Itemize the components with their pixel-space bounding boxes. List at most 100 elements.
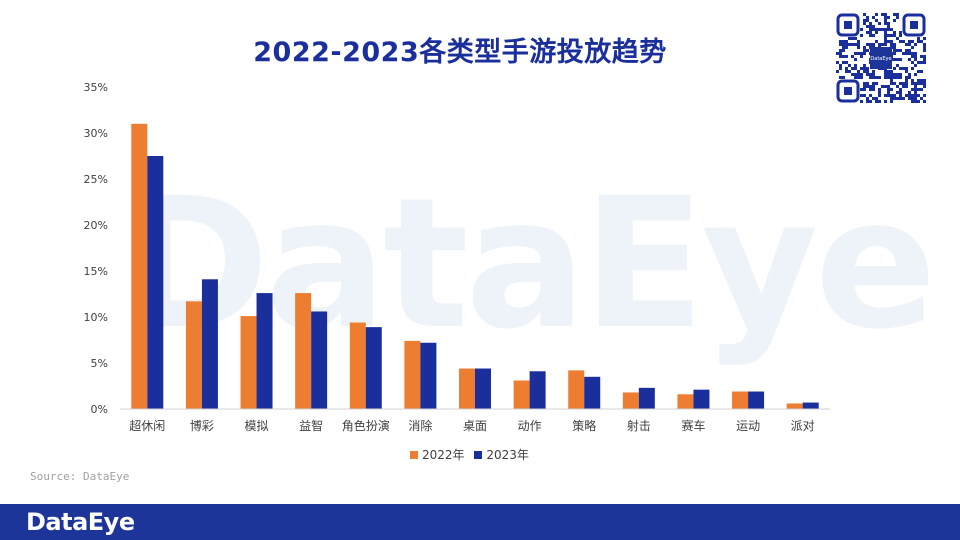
qr-module	[863, 88, 866, 91]
qr-module	[911, 79, 914, 82]
qr-module	[866, 73, 869, 76]
qr-module	[896, 76, 899, 79]
x-tick-label: 益智	[299, 418, 323, 433]
qr-module	[842, 55, 845, 58]
qr-module	[863, 22, 866, 25]
qr-module	[842, 49, 845, 52]
qr-module	[872, 88, 875, 91]
chart-legend: 2022年 2023年	[410, 446, 535, 463]
qr-module	[920, 61, 923, 64]
qr-module	[866, 100, 869, 103]
footer-logo: DataEye	[26, 508, 135, 536]
qr-module	[887, 88, 890, 91]
qr-module	[923, 61, 926, 64]
qr-module	[920, 40, 923, 43]
qr-module	[893, 13, 896, 16]
qr-module	[872, 76, 875, 79]
qr-module	[866, 25, 869, 28]
qr-module	[923, 82, 926, 85]
qr-finder-outer	[836, 79, 860, 103]
x-tick-label: 角色扮演	[342, 418, 390, 433]
legend-item-2023: 2023年	[474, 448, 529, 462]
legend-item-2022: 2022年	[410, 448, 465, 462]
qr-module	[908, 97, 911, 100]
qr-module	[878, 28, 881, 31]
qr-module	[878, 43, 881, 46]
qr-module	[839, 55, 842, 58]
qr-module	[899, 34, 902, 37]
qr-module	[905, 94, 908, 97]
qr-module	[839, 67, 842, 70]
qr-module	[902, 67, 905, 70]
qr-module	[893, 43, 896, 46]
bar-2023	[802, 402, 819, 409]
x-tick-label: 消除	[408, 418, 432, 433]
qr-module	[884, 16, 887, 19]
bar-2022	[459, 368, 475, 409]
qr-module	[857, 70, 860, 73]
qr-module	[875, 97, 878, 100]
legend-swatch-2022	[410, 451, 418, 459]
qr-module	[863, 52, 866, 55]
qr-module	[860, 52, 863, 55]
footer-bar: DataEye	[0, 504, 960, 540]
qr-module	[917, 61, 920, 64]
qr-module	[872, 28, 875, 31]
qr-module	[899, 91, 902, 94]
qr-module	[881, 28, 884, 31]
qr-module	[875, 19, 878, 22]
qr-module	[884, 31, 887, 34]
qr-center-label: DataEye	[870, 56, 891, 62]
qr-module	[914, 43, 917, 46]
qr-module	[872, 85, 875, 88]
qr-module	[911, 67, 914, 70]
qr-module	[911, 40, 914, 43]
qr-module	[869, 100, 872, 103]
qr-module	[914, 100, 917, 103]
qr-module	[869, 73, 872, 76]
qr-module	[890, 73, 893, 76]
qr-module	[857, 40, 860, 43]
bar-2023	[365, 327, 382, 409]
qr-module	[905, 79, 908, 82]
y-tick-label: 20%	[84, 219, 108, 232]
qr-module	[908, 58, 911, 61]
legend-label-2023: 2023年	[486, 448, 529, 462]
qr-module	[905, 76, 908, 79]
qr-module	[899, 31, 902, 34]
qr-module	[854, 76, 857, 79]
bar-2022	[786, 403, 803, 409]
qr-module	[878, 100, 881, 103]
qr-module	[866, 43, 869, 46]
qr-module	[908, 73, 911, 76]
qr-finder-outer	[836, 13, 860, 37]
page-title: 2022-2023各类型手游投放趋势	[253, 37, 667, 68]
qr-module	[866, 19, 869, 22]
qr-module	[851, 67, 854, 70]
qr-module	[887, 28, 890, 31]
qr-module	[842, 46, 845, 49]
qr-module	[869, 88, 872, 91]
qr-module	[884, 94, 887, 97]
qr-module	[908, 52, 911, 55]
qr-module	[911, 46, 914, 49]
qr-module	[914, 85, 917, 88]
qr-module	[836, 52, 839, 55]
bar-2023	[693, 389, 710, 409]
qr-module	[857, 76, 860, 79]
qr-module	[905, 67, 908, 70]
qr-module	[914, 91, 917, 94]
qr-module	[917, 37, 920, 40]
qr-module	[902, 85, 905, 88]
qr-module	[896, 58, 899, 61]
qr-module	[863, 13, 866, 16]
qr-module	[914, 55, 917, 58]
qr-module	[860, 94, 863, 97]
qr-module	[923, 100, 926, 103]
bar-2023	[420, 342, 437, 409]
qr-module	[887, 73, 890, 76]
qr-module	[908, 76, 911, 79]
qr-module	[842, 43, 845, 46]
bar-2022	[240, 316, 257, 409]
qr-module	[887, 85, 890, 88]
